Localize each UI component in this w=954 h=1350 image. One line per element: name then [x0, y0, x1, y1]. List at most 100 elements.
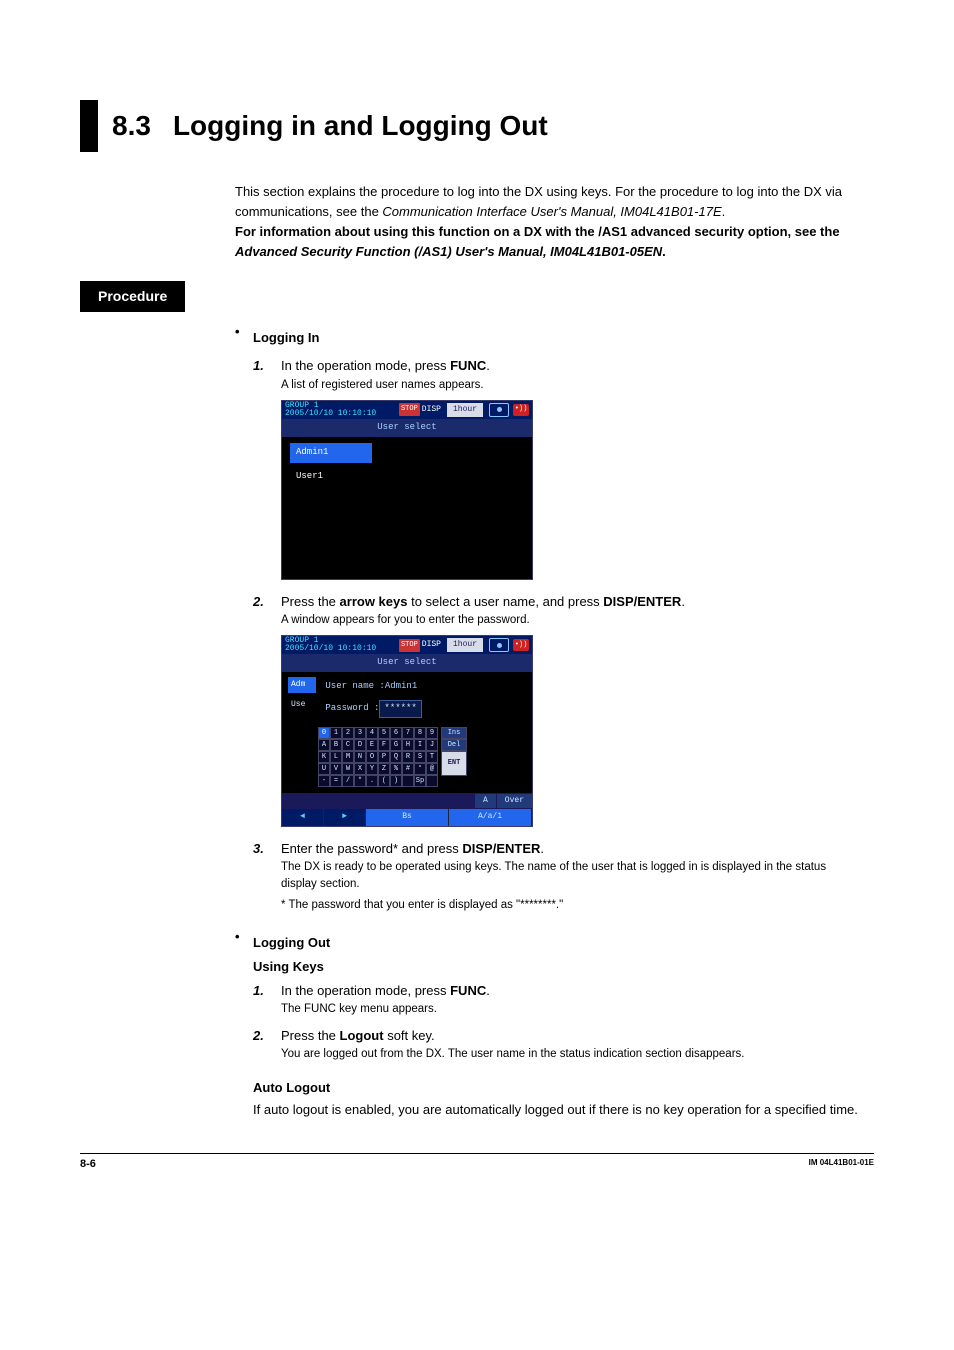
kbd-key: . [366, 775, 378, 787]
kbd-key: Y [366, 763, 378, 775]
foot-bs: Bs [366, 809, 449, 825]
onscreen-keyboard: 0123456789 ABCDEFGHIJ KLMNOPQRST UVWXYZ%… [318, 727, 526, 787]
kbd-key: D [354, 739, 366, 751]
stop-icon: STOP [399, 403, 420, 416]
kbd-key: B [330, 739, 342, 751]
user-item-selected: Admin1 [290, 443, 372, 463]
section-title: Logging in and Logging Out [173, 110, 548, 142]
kbd-key: % [390, 763, 402, 775]
scr-subtitle: User select [282, 419, 532, 437]
doc-id: IM 04L41B01-01E [809, 1158, 874, 1170]
kbd-key: # [402, 763, 414, 775]
password-label: Password : [325, 703, 379, 713]
kbd-key [402, 775, 414, 787]
login-step-2: 2. Press the arrow keys to select a user… [253, 592, 864, 629]
procedure-label: Procedure [80, 281, 185, 313]
kbd-key: 6 [390, 727, 402, 739]
bullet-icon: • [235, 927, 253, 957]
user-item: User1 [290, 467, 372, 487]
scr-footer-status: A Over [282, 793, 532, 809]
arrow-right-icon: ► [324, 809, 366, 825]
step-number: 1. [253, 981, 281, 1018]
kbd-key: R [402, 751, 414, 763]
scr-footer-nav: ◄ ► Bs A/a/1 [282, 809, 532, 825]
logout-step-2: 2. Press the Logout soft key. You are lo… [253, 1026, 864, 1063]
step-footnote: * The password that you enter is display… [281, 897, 864, 914]
section-header: 8.3 Logging in and Logging Out [80, 100, 874, 152]
step-text: to select a user name, and press [407, 594, 603, 609]
kbd-key: C [342, 739, 354, 751]
step-text: . [540, 841, 544, 856]
stop-icon: STOP [399, 639, 420, 652]
tag-adm: Adm [288, 677, 316, 693]
scr-datetime: 2005/10/10 10:10:10 [285, 645, 399, 653]
kbd-key: E [366, 739, 378, 751]
step-key: FUNC [450, 358, 486, 373]
kbd-key: = [330, 775, 342, 787]
kbd-key: 5 [378, 727, 390, 739]
disp-label: DISP [422, 404, 441, 416]
kbd-key: V [330, 763, 342, 775]
kbd-key: H [402, 739, 414, 751]
step-text: . [486, 358, 490, 373]
step-note: A list of registered user names appears. [281, 377, 864, 394]
tag-use: Use [288, 697, 316, 713]
kbd-key: A [318, 739, 330, 751]
auto-logout-text: If auto logout is enabled, you are autom… [253, 1100, 864, 1120]
step-text: soft key. [384, 1028, 435, 1043]
kbd-key: T [426, 751, 438, 763]
kbd-key [426, 775, 438, 787]
kbd-key: @ [426, 763, 438, 775]
step-text: In the operation mode, press [281, 983, 450, 998]
kbd-key: P [378, 751, 390, 763]
page-footer: 8-6 IM 04L41B01-01E [80, 1153, 874, 1170]
disp-label: DISP [422, 639, 441, 651]
kbd-key: ) [390, 775, 402, 787]
rate-label: 1hour [447, 638, 483, 652]
kbd-key: 0 [318, 727, 330, 739]
logout-step-1: 1. In the operation mode, press FUNC. Th… [253, 981, 864, 1018]
intro-p1b: . [722, 204, 726, 219]
step-text: Press the [281, 1028, 340, 1043]
kbd-key: S [414, 751, 426, 763]
step-number: 2. [253, 1026, 281, 1063]
kbd-key: U [318, 763, 330, 775]
screenshot-user-select: GROUP 1 2005/10/10 10:10:10 STOP DISP 1h… [281, 400, 533, 580]
step-key: Logout [340, 1028, 384, 1043]
kbd-key: N [354, 751, 366, 763]
step-number: 3. [253, 839, 281, 915]
step-text: Enter the password* and press [281, 841, 462, 856]
logout-subheading-auto: Auto Logout [253, 1078, 864, 1098]
foot-mode: A/a/1 [449, 809, 532, 825]
kbd-key: * [354, 775, 366, 787]
kbd-del: Del [441, 739, 467, 751]
kbd-key: 9 [426, 727, 438, 739]
foot-mode-a: A [475, 794, 496, 808]
camera-icon [489, 403, 509, 417]
kbd-key: O [366, 751, 378, 763]
page-number: 8-6 [80, 1158, 96, 1170]
intro-block: This section explains the procedure to l… [235, 182, 864, 263]
step-key: FUNC [450, 983, 486, 998]
kbd-key: 7 [402, 727, 414, 739]
login-heading: Logging In [253, 328, 319, 348]
kbd-key: 2 [342, 727, 354, 739]
rate-label: 1hour [447, 403, 483, 417]
user-value: Admin1 [385, 681, 417, 691]
kbd-key: J [426, 739, 438, 751]
section-bar [80, 100, 98, 152]
kbd-key: 3 [354, 727, 366, 739]
kbd-key: - [318, 775, 330, 787]
kbd-key: I [414, 739, 426, 751]
screenshot-password-entry: GROUP 1 2005/10/10 10:10:10 STOP DISP 1h… [281, 635, 533, 827]
kbd-key: Sp [414, 775, 426, 787]
foot-mode-over: Over [497, 794, 532, 808]
kbd-key: 4 [366, 727, 378, 739]
kbd-key: G [390, 739, 402, 751]
kbd-key: W [342, 763, 354, 775]
logout-heading: Logging Out [253, 933, 330, 953]
step-number: 2. [253, 592, 281, 629]
bullet-icon: • [235, 322, 253, 352]
sound-icon: •)) [513, 639, 529, 651]
kbd-key: L [330, 751, 342, 763]
